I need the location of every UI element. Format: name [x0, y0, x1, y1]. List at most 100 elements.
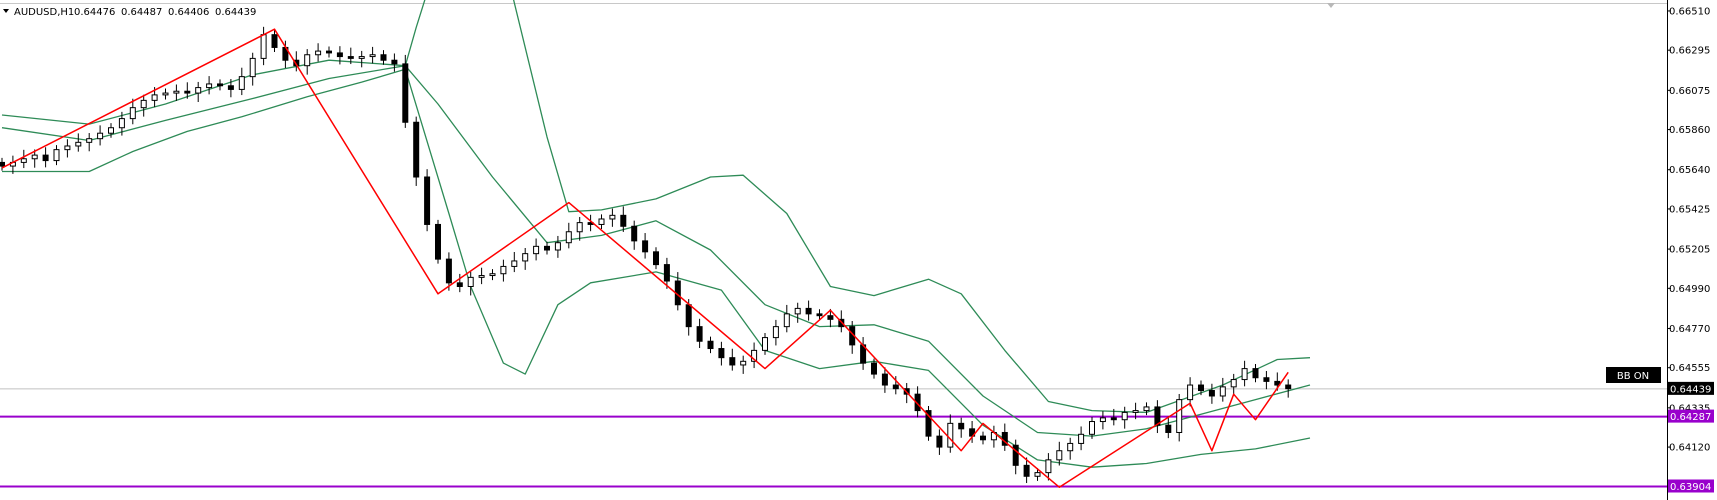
- bull-candle-body: [260, 34, 267, 59]
- bull-candle-body: [467, 276, 474, 287]
- bull-candle-body: [1056, 450, 1063, 461]
- candle: [64, 139, 71, 158]
- candle: [1208, 383, 1215, 404]
- candle: [631, 220, 638, 250]
- bull-candle-body: [1078, 433, 1085, 444]
- bull-candle-body: [31, 154, 38, 160]
- bear-candle-body: [326, 50, 332, 54]
- y-tick-label: 0.66295: [1669, 46, 1710, 57]
- candle: [249, 52, 256, 86]
- bull-candle-body: [140, 99, 147, 109]
- candle: [1252, 364, 1259, 383]
- bear-candle-body: [642, 240, 649, 253]
- bull-candle-body: [762, 337, 768, 351]
- bear-candle-body: [227, 85, 234, 90]
- bb-on-badge[interactable]: BB ON: [1606, 367, 1661, 383]
- bear-candle-body: [424, 176, 431, 225]
- bull-candle-body: [64, 145, 71, 151]
- candle: [914, 386, 921, 418]
- candle: [467, 271, 474, 296]
- bear-candle-body: [42, 154, 49, 162]
- candle: [380, 50, 387, 65]
- candle: [1012, 439, 1019, 475]
- y-tick-label: 0.66075: [1669, 86, 1710, 97]
- current-price-tag-bg: [1668, 381, 1714, 395]
- candle: [336, 46, 343, 65]
- candle: [511, 252, 518, 273]
- bull-candle-body: [740, 360, 747, 366]
- candle: [358, 50, 365, 68]
- bull-candle-body: [315, 50, 322, 56]
- candle: [140, 94, 147, 117]
- bear-candle-body: [871, 362, 877, 375]
- candle: [827, 308, 834, 328]
- bear-candle-body: [184, 90, 191, 94]
- bear-candle-body: [1252, 368, 1259, 379]
- candle: [980, 431, 986, 445]
- candle: [53, 145, 60, 166]
- bear-candle-body: [544, 245, 550, 251]
- bull-candle-body: [129, 107, 136, 120]
- bear-candle-body: [271, 34, 278, 48]
- price-axis[interactable]: 0.66510 0.66295 0.66075 0.65860 0.65640 0.654…: [1667, 6, 1714, 493]
- bull-candle-body: [304, 54, 311, 67]
- y-tick-label: 0.64990: [1669, 284, 1710, 295]
- bear-candle-body: [336, 52, 343, 58]
- candle: [696, 318, 703, 348]
- candle: [195, 81, 202, 103]
- y-tick-label: 0.65205: [1669, 245, 1710, 256]
- bear-candle-body: [892, 384, 899, 390]
- bull-candle-body: [511, 260, 518, 267]
- candle: [1045, 453, 1052, 481]
- candle: [1121, 406, 1128, 429]
- level-price-tag-1: 0.64287: [1670, 412, 1711, 423]
- window-shift-marker-icon[interactable]: [1327, 3, 1335, 8]
- candle: [129, 98, 136, 125]
- bear-candle-body: [620, 214, 627, 227]
- bear-candle-body: [653, 251, 659, 266]
- candle: [1099, 411, 1106, 430]
- bull-candle-body: [489, 273, 496, 277]
- bear-candle-body: [816, 313, 823, 317]
- candle: [663, 257, 670, 289]
- bull-candle-body: [1121, 411, 1128, 421]
- bear-candle-body: [980, 435, 986, 441]
- bear-candle-body: [1110, 417, 1117, 421]
- candle: [184, 82, 191, 99]
- bull-candle-body: [53, 149, 60, 162]
- candle: [369, 46, 376, 64]
- chart-header: AUDUSD,H1 0.64476 0.64487 0.64406 0.6443…: [3, 7, 256, 18]
- candle: [271, 30, 278, 53]
- bear-candle-body: [881, 373, 888, 386]
- close-value: 0.64439: [215, 7, 256, 18]
- bear-candle-body: [413, 121, 420, 178]
- y-tick-label: 0.65425: [1669, 204, 1710, 215]
- candle: [347, 47, 354, 65]
- candle: [1176, 393, 1183, 442]
- bull-candle-body: [118, 118, 125, 129]
- candle: [42, 147, 49, 168]
- y-tick-label: 0.64770: [1669, 324, 1710, 335]
- candle: [871, 358, 877, 379]
- candle: [718, 341, 725, 366]
- candle: [1263, 370, 1270, 390]
- bear-candle-body: [1198, 384, 1204, 392]
- bear-candle-body: [1263, 377, 1270, 382]
- candle: [1132, 402, 1139, 420]
- bull-candle-body: [238, 76, 245, 90]
- bull-candle-body: [609, 214, 616, 220]
- candle: [533, 238, 540, 261]
- bear-candle-body: [663, 264, 670, 282]
- bear-candle-body: [391, 59, 398, 65]
- bull-candle-body: [173, 90, 180, 94]
- bear-candle-body: [718, 348, 725, 359]
- low-value: 0.64406: [168, 7, 209, 18]
- candle: [598, 214, 605, 230]
- collapse-triangle-icon[interactable]: [3, 9, 9, 13]
- candle: [97, 125, 104, 146]
- candle: [20, 149, 27, 169]
- candle: [1110, 408, 1117, 426]
- bear-candle-body: [1165, 424, 1172, 433]
- bull-candle-body: [1089, 421, 1095, 435]
